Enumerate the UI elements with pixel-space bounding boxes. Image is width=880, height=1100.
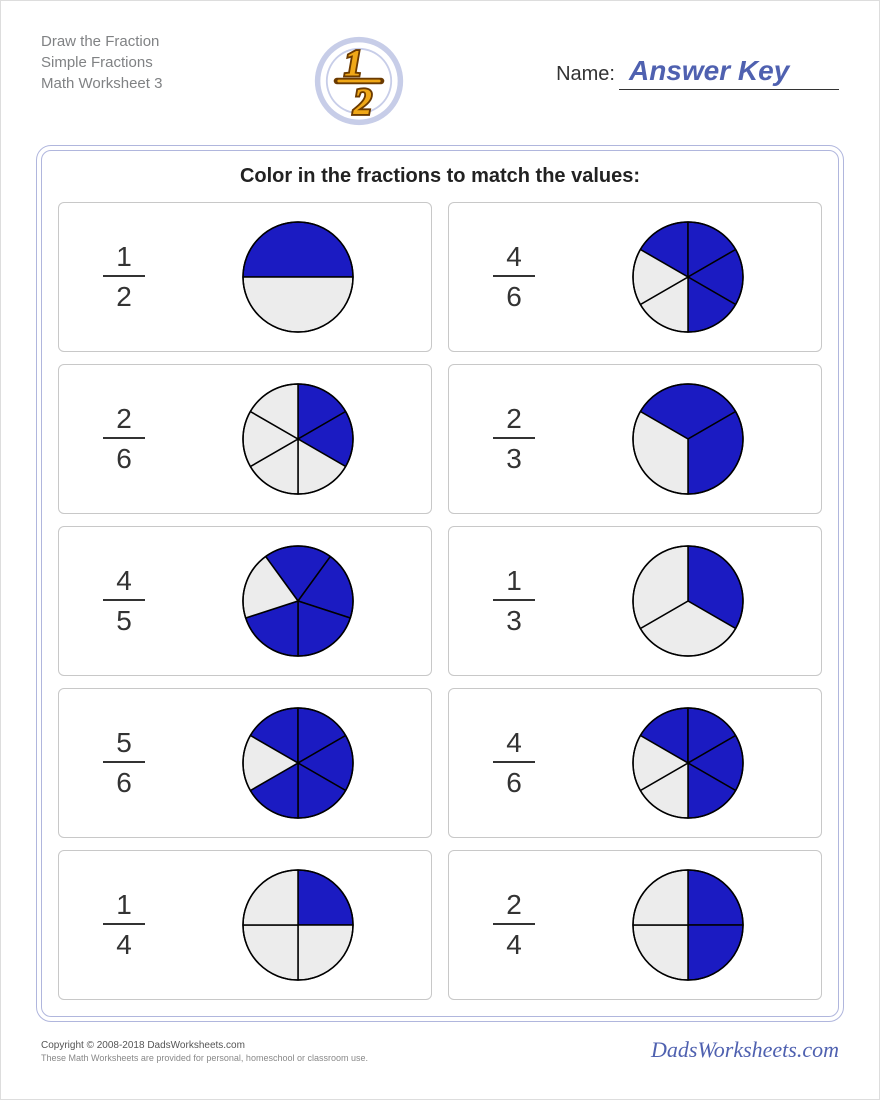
- name-field: Name: Answer Key: [556, 55, 839, 90]
- fraction-label: 46: [489, 727, 539, 799]
- title-block: Draw the Fraction Simple Fractions Math …: [41, 31, 162, 94]
- fraction-numerator: 1: [116, 889, 132, 923]
- fraction-denominator: 2: [116, 277, 132, 313]
- fraction-label: 12: [99, 241, 149, 313]
- fraction-pie: [579, 868, 797, 982]
- fraction-label: 26: [99, 403, 149, 475]
- fraction-numerator: 4: [506, 241, 522, 275]
- problem-cell: 24: [448, 850, 822, 1000]
- problem-cell: 26: [58, 364, 432, 514]
- fraction-numerator: 1: [116, 241, 132, 275]
- fraction-denominator: 4: [116, 925, 132, 961]
- fraction-label: 45: [99, 565, 149, 637]
- fraction-numerator: 4: [116, 565, 132, 599]
- fraction-numerator: 4: [506, 727, 522, 761]
- fraction-label: 13: [489, 565, 539, 637]
- worksheet-page: Draw the Fraction Simple Fractions Math …: [0, 0, 880, 1100]
- fraction-pie: [579, 706, 797, 820]
- problem-cell: 13: [448, 526, 822, 676]
- title-line-2: Simple Fractions: [41, 52, 162, 73]
- fraction-denominator: 3: [506, 601, 522, 637]
- name-label: Name:: [556, 63, 615, 86]
- problem-grid: 12462623451356461424: [58, 202, 822, 1000]
- problem-cell: 46: [448, 688, 822, 838]
- fraction-denominator: 6: [116, 763, 132, 799]
- problem-cell: 46: [448, 202, 822, 352]
- header-row: Draw the Fraction Simple Fractions Math …: [41, 31, 839, 132]
- fraction-numerator: 2: [506, 403, 522, 437]
- fraction-numerator: 2: [506, 889, 522, 923]
- fraction-denominator: 6: [506, 763, 522, 799]
- fraction-numerator: 2: [116, 403, 132, 437]
- title-line-1: Draw the Fraction: [41, 31, 162, 52]
- fraction-denominator: 5: [116, 601, 132, 637]
- site-name: DadsWorksheets.com: [651, 1037, 839, 1063]
- fraction-label: 56: [99, 727, 149, 799]
- problem-cell: 56: [58, 688, 432, 838]
- fraction-denominator: 3: [506, 439, 522, 475]
- fraction-denominator: 6: [116, 439, 132, 475]
- footer: Copyright © 2008-2018 DadsWorksheets.com…: [41, 1037, 839, 1063]
- fraction-numerator: 5: [116, 727, 132, 761]
- fraction-pie: [189, 220, 407, 334]
- fraction-pie: [579, 220, 797, 334]
- copyright-block: Copyright © 2008-2018 DadsWorksheets.com…: [41, 1040, 368, 1063]
- instruction-text: Color in the fractions to match the valu…: [58, 165, 822, 188]
- problem-cell: 23: [448, 364, 822, 514]
- name-value: Answer Key: [619, 55, 839, 90]
- fraction-label: 24: [489, 889, 539, 961]
- fraction-denominator: 4: [506, 925, 522, 961]
- fraction-pie: [579, 544, 797, 658]
- fraction-pie: [579, 382, 797, 496]
- fraction-pie: [189, 544, 407, 658]
- fraction-label: 23: [489, 403, 539, 475]
- fraction-denominator: 6: [506, 277, 522, 313]
- problem-cell: 12: [58, 202, 432, 352]
- fraction-logo-icon: 1 1 2 2: [313, 35, 405, 132]
- fraction-label: 14: [99, 889, 149, 961]
- problem-cell: 45: [58, 526, 432, 676]
- disclaimer-text: These Math Worksheets are provided for p…: [41, 1053, 368, 1063]
- fraction-pie: [189, 706, 407, 820]
- content-frame: Color in the fractions to match the valu…: [41, 150, 839, 1017]
- fraction-pie: [189, 868, 407, 982]
- fraction-label: 46: [489, 241, 539, 313]
- copyright-text: Copyright © 2008-2018 DadsWorksheets.com: [41, 1040, 368, 1051]
- svg-text:2: 2: [353, 81, 372, 122]
- fraction-pie: [189, 382, 407, 496]
- svg-text:1: 1: [345, 42, 363, 83]
- title-line-3: Math Worksheet 3: [41, 73, 162, 94]
- problem-cell: 14: [58, 850, 432, 1000]
- fraction-numerator: 1: [506, 565, 522, 599]
